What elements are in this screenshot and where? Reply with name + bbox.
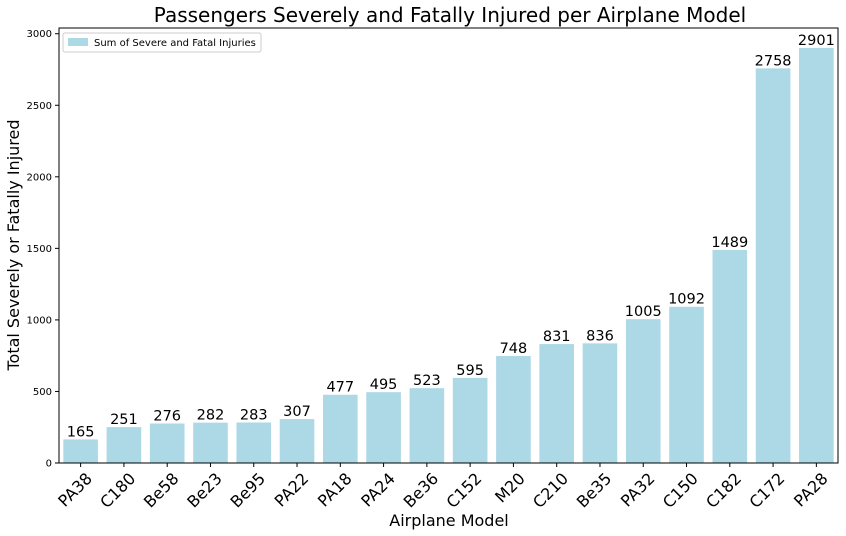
y-tick-label: 2000 <box>27 172 52 183</box>
data-label-pa22: 307 <box>283 404 311 420</box>
bar-be95 <box>236 422 272 463</box>
y-tick-label: 3000 <box>27 29 52 40</box>
data-labels-group: 165 251 276 282 283 307 477 495 523 595 748 831 836 1… <box>67 33 835 441</box>
data-label-c152: 595 <box>456 363 484 379</box>
bar-be58 <box>149 423 185 463</box>
y-tick-label: 500 <box>33 387 52 398</box>
data-label-c172: 2758 <box>755 53 792 69</box>
data-label-m20: 748 <box>500 341 528 357</box>
bar-pa38 <box>63 439 98 463</box>
bar-m20 <box>496 355 531 463</box>
data-label-pa28: 2901 <box>798 33 835 49</box>
data-label-be23: 282 <box>197 408 225 424</box>
data-label-c180: 251 <box>110 412 138 428</box>
bar-pa28 <box>799 47 834 463</box>
y-tick-label: 2500 <box>27 101 52 112</box>
data-label-pa38: 165 <box>67 424 95 440</box>
bar-c152 <box>452 377 488 463</box>
bar-pa22 <box>279 419 315 463</box>
data-label-c150: 1092 <box>668 292 705 308</box>
data-label-pa24: 495 <box>370 377 398 393</box>
y-axis-label: Total Severely or Fatally Injured <box>4 119 23 371</box>
data-label-pa32: 1005 <box>625 304 662 320</box>
bar-c172 <box>755 68 791 463</box>
bar-be36 <box>409 388 445 463</box>
data-label-be35: 836 <box>586 328 614 344</box>
data-label-c182: 1489 <box>711 235 748 251</box>
bar-c182 <box>712 249 748 463</box>
bar-pa18 <box>322 394 358 463</box>
y-tick-label: 0 <box>46 459 52 470</box>
x-axis-label: Airplane Model <box>389 511 508 530</box>
plot-frame <box>58 27 839 464</box>
data-label-be95: 283 <box>240 408 268 424</box>
bar-pa32 <box>625 319 661 463</box>
legend-box <box>62 32 262 53</box>
data-label-be36: 523 <box>413 373 441 389</box>
bar-be23 <box>193 422 228 463</box>
y-tick-label: 1000 <box>27 315 52 326</box>
bars-group <box>63 47 834 463</box>
bar-c180 <box>106 427 142 463</box>
legend-swatch <box>68 38 88 46</box>
legend: Sum of Severe and Fatal Injuries <box>62 32 262 53</box>
y-tick-label: 1500 <box>27 244 52 255</box>
bar-c210 <box>539 344 575 463</box>
data-label-pa18: 477 <box>326 380 354 396</box>
data-label-be58: 276 <box>153 409 181 425</box>
y-axis: 0 500 1000 1500 2000 2500 3000 <box>27 29 59 470</box>
legend-entry: Sum of Severe and Fatal Injuries <box>94 38 256 49</box>
chart-title: Passengers Severely and Fatally Injured … <box>154 3 746 27</box>
bar-pa24 <box>366 392 401 463</box>
data-label-c210: 831 <box>543 329 571 345</box>
bar-be35 <box>582 343 618 463</box>
bar-c150 <box>669 306 704 463</box>
